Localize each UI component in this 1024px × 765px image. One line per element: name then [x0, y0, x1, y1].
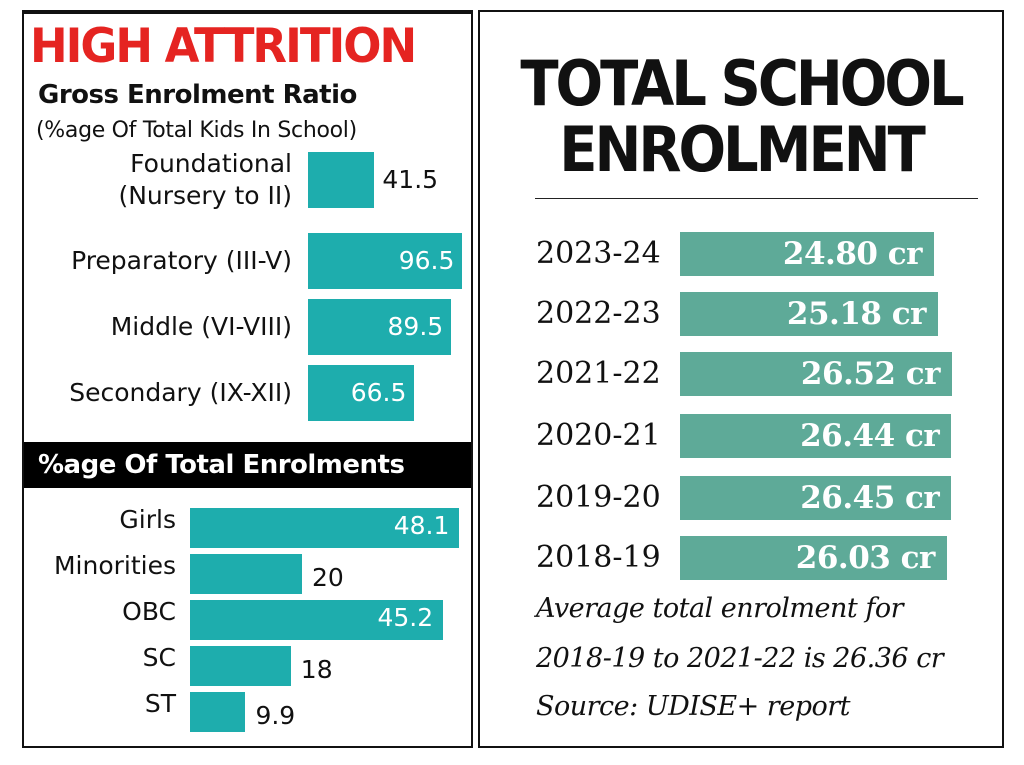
gross-bar: [308, 299, 452, 355]
source-note: Source: UDISE+ report: [536, 691, 851, 722]
share-bar: [190, 508, 460, 548]
share-value-label: 20: [312, 563, 344, 592]
gross-category-label: Preparatory (III-V): [71, 246, 292, 275]
share-bar: [190, 692, 246, 732]
panel-title: HIGH ATTRITION: [30, 18, 417, 74]
enrolment-bar: [680, 292, 938, 336]
enrolment-title-line1: TOTAL SCHOOL: [520, 48, 964, 121]
gross-value-label: 89.5: [387, 312, 444, 341]
share-bar: [190, 646, 291, 686]
share-category-label: Minorities: [53, 551, 176, 580]
year-label: 2018-19: [536, 540, 661, 575]
share-value-label: 18: [300, 655, 333, 684]
share-value-label: 45.2: [377, 603, 434, 632]
share-category-label: ST: [144, 689, 176, 718]
total-enrolment-panel: TOTAL SCHOOL ENROLMENT 2023-24 24.80 cr 20…: [478, 10, 1004, 748]
average-note-line2: 2018-19 to 2021-22 is 26.36 cr: [536, 643, 944, 674]
share-category-label: Girls: [119, 505, 176, 534]
gross-enrolment-subtitle: (%age Of Total Kids In School): [36, 118, 357, 143]
total-enrolments-header: %age Of Total Enrolments: [24, 442, 471, 488]
enrolment-bar: [680, 536, 947, 580]
enrolment-title-line2: ENROLMENT: [559, 114, 926, 187]
share-bar: [190, 600, 444, 640]
gross-value-label: 96.5: [398, 246, 455, 275]
enrolment-bar: [680, 414, 952, 458]
enrolment-value-label: 26.52 cr: [800, 356, 941, 392]
gross-bar: [308, 233, 463, 289]
gross-bar: [308, 365, 415, 421]
enrolment-value-label: 26.45 cr: [800, 480, 940, 516]
share-value-label: 9.9: [255, 701, 296, 730]
year-label: 2021-22: [536, 356, 661, 391]
year-label: 2019-20: [536, 480, 661, 515]
year-label: 2023-24: [536, 236, 661, 271]
enrolment-bar: [680, 476, 952, 520]
average-note-line1: Average total enrolment for: [536, 593, 903, 624]
gross-bar: [308, 152, 375, 208]
gross-value-label: 66.5: [350, 378, 407, 407]
share-value-label: 48.1: [393, 511, 450, 540]
enrolment-value-label: 24.80 cr: [782, 236, 923, 272]
share-category-label: SC: [142, 643, 176, 672]
title-divider: [535, 198, 978, 199]
enrolment-bar: [680, 232, 934, 276]
year-label: 2020-21: [536, 418, 661, 453]
gross-enrolment-title: Gross Enrolment Ratio: [38, 80, 357, 110]
gross-category-label: Secondary (IX-XII): [69, 378, 292, 407]
gross-category-label: Foundational (Nursery to II): [118, 149, 292, 210]
enrolment-value-label: 26.03 cr: [795, 540, 936, 576]
gross-category-label: Middle (VI-VIII): [110, 312, 292, 341]
share-category-label: OBC: [122, 597, 176, 626]
enrolment-value-label: 26.44 cr: [800, 418, 940, 454]
year-label: 2022-23: [536, 296, 661, 331]
high-attrition-panel: HIGH ATTRITION Gross Enrolment Ratio (%a…: [22, 10, 473, 748]
share-bar: [190, 554, 302, 594]
gross-value-label: 41.5: [382, 165, 439, 194]
enrolment-value-label: 25.18 cr: [786, 296, 927, 332]
enrolment-bar: [680, 352, 952, 396]
